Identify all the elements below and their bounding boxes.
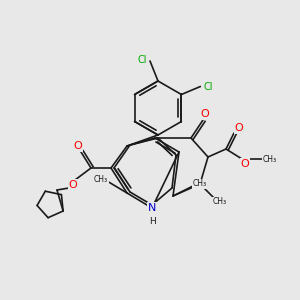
Text: H: H: [148, 217, 155, 226]
Text: O: O: [201, 109, 209, 119]
Text: Cl: Cl: [137, 55, 147, 65]
Text: CH₃: CH₃: [263, 154, 277, 164]
Text: CH₃: CH₃: [213, 197, 227, 206]
Text: O: O: [241, 159, 249, 169]
Text: N: N: [148, 203, 156, 213]
Text: O: O: [74, 141, 82, 151]
Text: Cl: Cl: [204, 82, 213, 92]
Text: CH₃: CH₃: [193, 179, 207, 188]
Text: CH₃: CH₃: [94, 175, 108, 184]
Text: O: O: [235, 123, 243, 133]
Text: O: O: [69, 180, 77, 190]
